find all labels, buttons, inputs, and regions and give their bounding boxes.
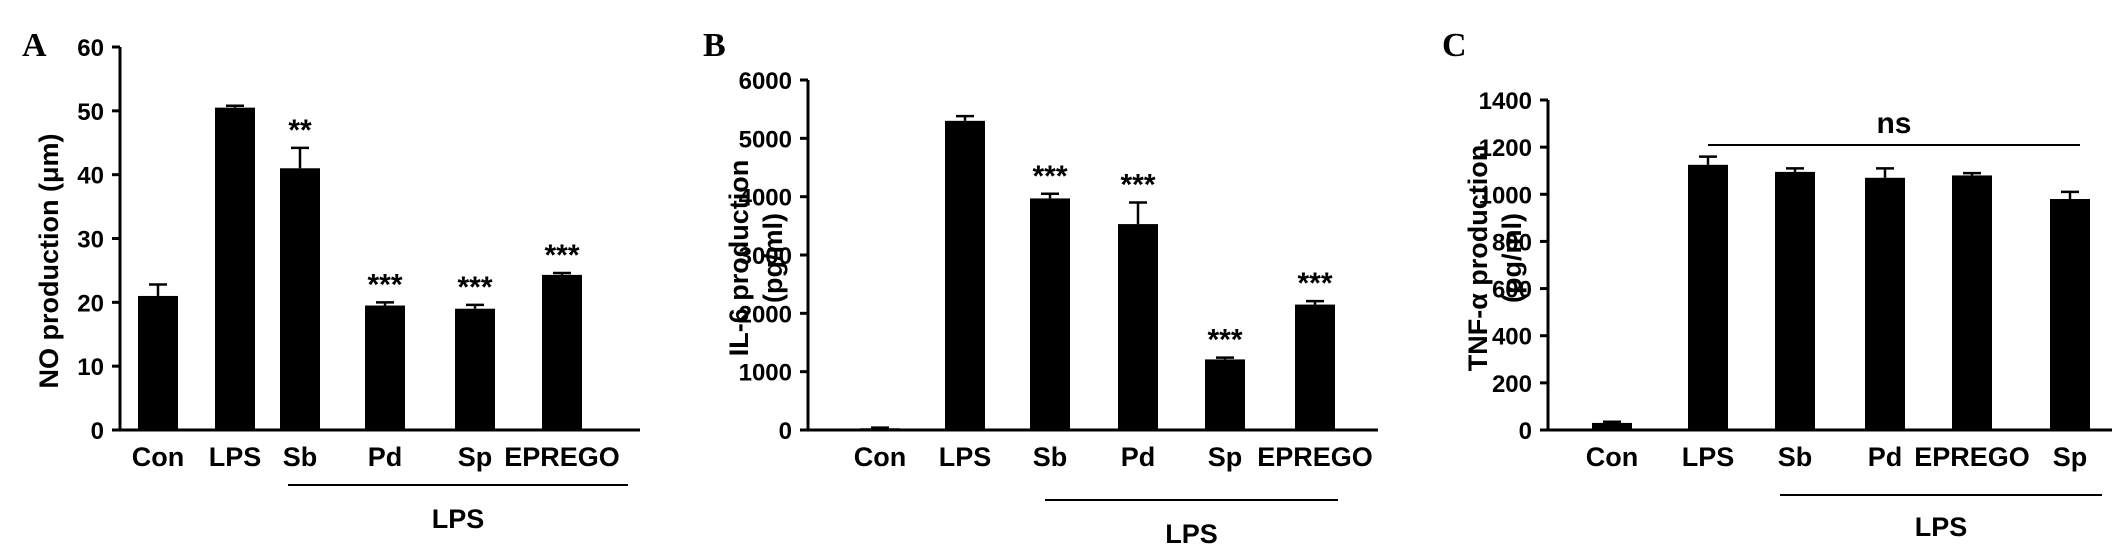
panel-b-letter: B [703,27,726,64]
panel-c-y-tick-label: 800 [1492,229,1532,256]
panel-b-significance-label: *** [1120,169,1155,202]
panel-b-significance-label: *** [1297,267,1332,300]
panel-b-category-label: Sp [1208,442,1243,472]
panel-b-y-tick-label: 3000 [739,243,792,270]
panel-a-y-tick-label: 0 [91,418,104,445]
panel-c-y-tick-label: 400 [1492,324,1532,351]
panel-a-category-label: Pd [368,442,403,472]
panel-c-letter: C [1442,27,1467,64]
panel-c-category-label: Pd [1868,442,1903,472]
panel-b-significance-label: *** [1207,324,1242,357]
panel-a-y-tick-label: 60 [77,35,104,62]
panel-c-category-label: Sp [2053,442,2088,472]
panel-b-y-axis-label-line2: (pg/ml) [758,213,788,303]
panel-a-bar-sb [280,168,320,431]
panel-c-y-tick-label: 1400 [1479,88,1532,115]
panel-c-bar-sp [2050,199,2090,430]
panel-c-category-label: EPREGO [1914,442,2030,472]
panel-a-category-label: Sb [283,442,318,472]
panel-b-category-label: Con [854,442,906,472]
panel-a-group-label: LPS [432,504,485,534]
panel-b-bar-eprego [1295,304,1335,430]
panel-a-bar-pd [365,305,405,430]
panel-b-y-tick-label: 2000 [739,301,792,328]
panel-c-bar-sb [1775,171,1815,430]
panel-c-category-label: Con [1586,442,1638,472]
panel-a-y-tick-label: 10 [77,354,104,381]
panel-a-letter: A [22,27,47,64]
panel-a-y-tick-label: 40 [77,163,104,190]
panel-c-y-tick-label: 1000 [1479,182,1532,209]
panel-a-significance-label: ** [288,114,312,147]
panel-a-y-tick-label: 30 [77,227,104,254]
panel-b-y-tick-label: 1000 [739,360,792,387]
panel-a-bar-lps [215,107,255,431]
panel-b-group-label: LPS [1165,519,1218,549]
panel-b-plot: 0 1000 2000 3000 4000 5000 6000 Con LPS *** Sb *** P… [739,68,1378,549]
panel-c-bar-con [1592,422,1632,430]
panel-a-bar-eprego [542,274,582,430]
panel-a-significance-label: *** [367,268,402,301]
panel-b-y-tick-label: 0 [779,418,792,445]
panel-c-y-tick-label: 600 [1492,277,1532,304]
panel-b-category-label: Sb [1033,442,1068,472]
panel-c-y-tick-label: 0 [1519,418,1532,445]
panel-b-y-tick-label: 5000 [739,126,792,153]
panel-c-tnf-production: C TNF-α production (pg/ml) 0 200 400 600 800… [1442,27,2112,542]
panel-b-category-label: Pd [1121,442,1156,472]
panel-a-y-axis-label: NO production (μm) [34,134,64,389]
panel-c-bar-pd [1865,177,1905,430]
panel-a-category-label: EPREGO [504,442,620,472]
panel-a-plot: 0 10 20 30 40 50 60 Con LPS ** Sb *** Pd *** Sp *** EPRE… [77,35,640,534]
panel-b-bar-sp [1205,359,1245,430]
panel-c-y-axis-label-line2: (pg/ml) [1497,213,1527,303]
panel-c-bar-lps [1688,164,1728,431]
panel-c-category-label: Sb [1778,442,1813,472]
panel-a-bar-sp [455,308,495,430]
panel-c-ns-label: ns [1876,107,1911,140]
panel-c-bar-eprego [1952,175,1992,430]
panel-c-y-tick-label: 1200 [1479,135,1532,162]
panel-a-y-tick-label: 20 [77,290,104,317]
panel-a-category-label: Con [132,442,184,472]
panel-a-bar-con [138,295,178,430]
panel-b-y-tick-label: 4000 [739,185,792,212]
panel-c-category-label: LPS [1682,442,1735,472]
panel-b-category-label: EPREGO [1257,442,1373,472]
panel-c-group-label: LPS [1915,512,1968,542]
panel-b-y-axis-label-line1: IL-6 production [724,160,754,356]
panel-a-category-label: LPS [209,442,262,472]
panel-b-bar-sb [1030,198,1070,430]
panel-c-y-axis-label-line1: TNF-α production [1463,145,1493,372]
panel-c-y-tick-label: 200 [1492,371,1532,398]
panel-b-y-tick-label: 6000 [739,68,792,95]
panel-a-y-tick-label: 50 [77,99,104,126]
panel-b-bar-pd [1118,224,1158,430]
panel-b-category-label: LPS [939,442,992,472]
panel-a-significance-label: *** [544,239,579,272]
panel-b-bar-lps [945,120,985,430]
panel-c-plot: 0 200 400 600 800 1000 1200 1400 Con LPS Sb Pd EPREG… [1479,88,2112,542]
panel-b-bar-con [860,428,900,430]
panel-b-il6-production: B IL-6 production (pg/ml) 0 1000 2000 3000 4… [703,27,1378,549]
panel-b-significance-label: *** [1032,160,1067,193]
panel-a-category-label: Sp [458,442,493,472]
panel-a-significance-label: *** [457,271,492,304]
panel-a-no-production: A NO production (μm) 0 10 20 30 40 50 60 Con LPS… [22,27,640,534]
